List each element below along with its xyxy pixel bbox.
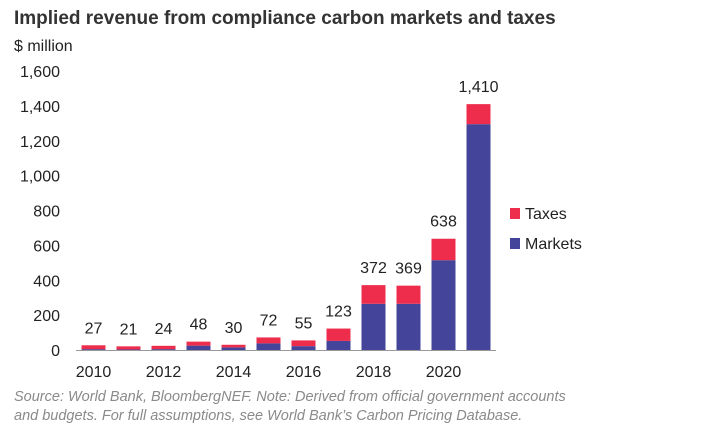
bar-taxes-2010 [81,345,106,350]
x-tick-label: 2018 [356,364,392,381]
data-label-2015: 72 [260,312,278,329]
y-tick-label: 200 [33,308,60,325]
data-label-2020: 638 [430,214,457,231]
bar-markets-2017 [326,340,351,350]
y-tick-label: 1,000 [20,169,60,186]
data-label-2016: 55 [295,315,313,332]
y-tick-label: 1,400 [20,99,60,116]
bar-markets-2011 [116,349,141,350]
stacked-bar-chart: 0 200 400 600 800 1,000 1,200 1,400 1,600 27 21 24 4… [20,64,582,381]
bar-markets-2013 [186,345,211,350]
legend-label-taxes: Taxes [525,206,567,223]
bar-markets-2021 [466,124,491,350]
bar-taxes-2019 [396,285,421,304]
source-footnote: Source: World Bank, BloombergNEF. Note: … [14,388,704,426]
x-tick-label: 2014 [216,364,252,381]
bar-taxes-2014 [221,344,246,348]
bar-markets-2012 [151,349,176,350]
y-tick-label: 0 [51,343,60,360]
footnote-line-1: Source: World Bank, BloombergNEF. Note: … [14,389,566,405]
bar-taxes-2012 [151,345,176,350]
x-tick-label: 2016 [286,364,322,381]
y-unit-label: $ million [14,38,73,55]
y-tick-label: 800 [33,204,60,221]
bar-markets-2015 [256,343,281,350]
data-label-2012: 24 [155,321,173,338]
bar-taxes-2018 [361,285,386,304]
footnote-line-2: and budgets. For full assumptions, see W… [14,408,523,424]
chart-title: Implied revenue from compliance carbon m… [14,8,556,29]
data-label-2010: 27 [85,320,103,337]
legend-swatch-taxes [510,208,520,219]
bar-markets-2018 [361,303,386,350]
data-label-2014: 30 [225,320,243,337]
y-tick-label: 600 [33,238,60,255]
data-label-2018: 372 [360,260,387,277]
y-tick-label: 1,600 [20,64,60,81]
x-tick-label: 2010 [76,364,112,381]
bar-taxes-2020 [431,238,456,261]
y-tick-label: 400 [33,273,60,290]
bar-taxes-2017 [326,328,351,341]
bar-markets-2010 [81,349,106,350]
x-tick-label: 2012 [146,364,182,381]
bar-taxes-2011 [116,346,141,350]
bar-markets-2019 [396,303,421,350]
legend-swatch-markets [510,238,520,249]
bar-taxes-2016 [291,340,316,347]
bar-markets-2020 [431,260,456,350]
bar-markets-2016 [291,346,316,350]
legend-label-markets: Markets [525,236,582,253]
data-label-2017: 123 [325,304,352,321]
y-tick-label: 1,200 [20,134,60,151]
bar-taxes-2013 [186,341,211,346]
data-label-2021: 1,410 [458,79,498,96]
x-tick-label: 2020 [426,364,462,381]
bar-markets-2014 [221,347,246,350]
bar-taxes-2021 [466,104,491,125]
data-label-2019: 369 [395,261,422,278]
data-label-2011: 21 [120,321,138,338]
bar-taxes-2015 [256,337,281,344]
data-label-2013: 48 [190,317,208,334]
